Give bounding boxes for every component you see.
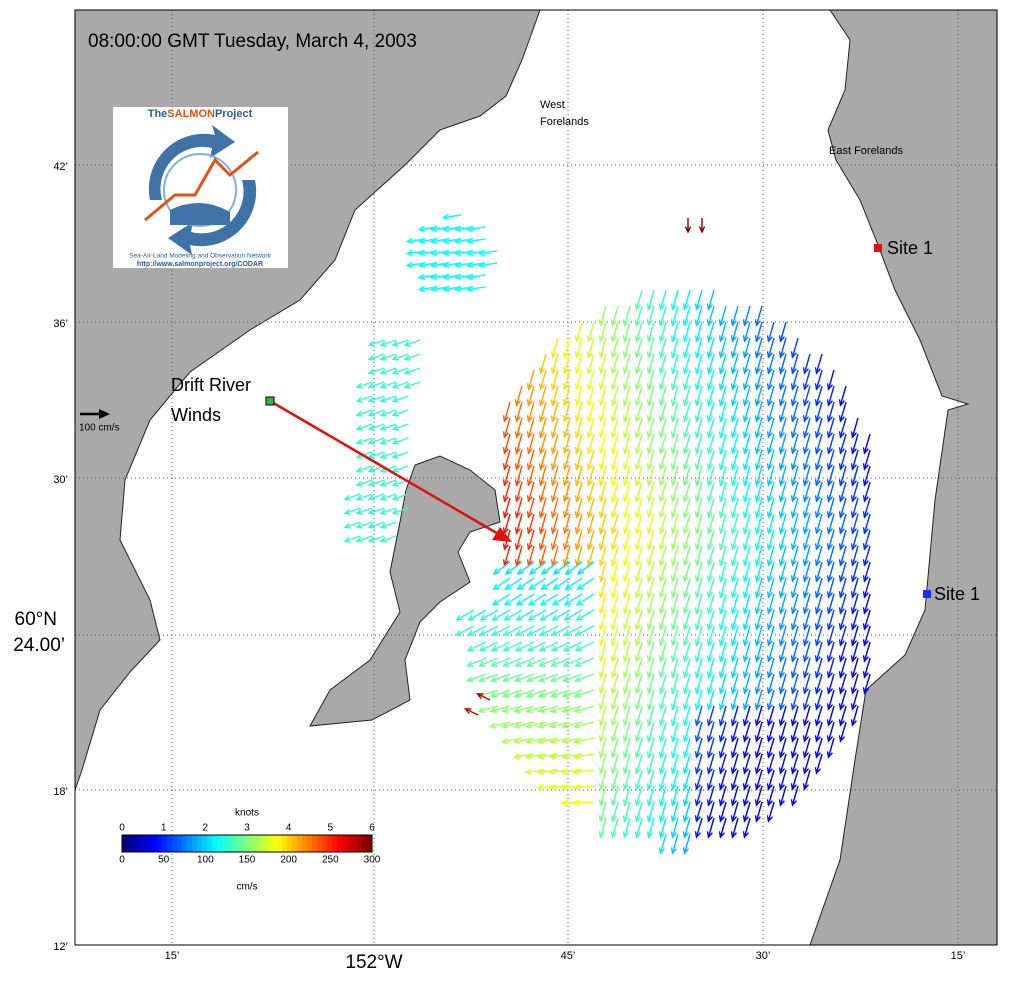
colorbar-step [142,835,148,852]
site-marker [923,590,931,598]
colorbar-knots-label: 1 [161,823,167,834]
wind-label: Drift River [171,375,251,395]
colorbar-step [137,835,143,852]
colorbar-step [352,835,358,852]
lat-label: 18’ [53,786,68,798]
colorbar-step [257,835,263,852]
colorbar-step [222,835,228,852]
colorbar-step [267,835,273,852]
colorbar-step [157,835,163,852]
colorbar-step [252,835,258,852]
place-label: Forelands [540,116,589,128]
colorbar-step [232,835,238,852]
scale-label: 100 cm/s [79,423,120,434]
colorbar-step [212,835,218,852]
colorbar-step [207,835,213,852]
colorbar-step [177,835,183,852]
colorbar-step [322,835,328,852]
logo-url: http://www.salmonproject.org/CODAR [137,261,263,268]
colorbar-step [242,835,248,852]
colorbar-step [282,835,288,852]
lat-label: 36’ [53,318,68,330]
lon-label: 45’ [561,950,576,962]
logo-name: TheSALMONProject [148,108,253,120]
lat-main-label: 24.00’ [13,635,65,656]
colorbar-knots-label: 6 [369,823,375,834]
wind-label: Winds [171,405,221,425]
colorbar-cms-label: 50 [158,855,170,866]
colorbar-step [347,835,353,852]
colorbar-cms-label: 250 [322,855,339,866]
logo-highlight: SALMON [167,108,215,120]
site-label: Site 1 [934,584,980,604]
colorbar-step [312,835,318,852]
colorbar-step [337,835,343,852]
logo-suffix: Project [215,108,253,120]
colorbar-step [162,835,168,852]
colorbar-step [262,835,268,852]
place-label: West [540,99,565,111]
colorbar-knots-label: 2 [203,823,209,834]
colorbar-step [127,835,133,852]
vector-shaft [574,802,594,803]
wind-station [266,397,274,405]
colorbar-step [342,835,348,852]
colorbar-cms-label: 150 [239,855,256,866]
colorbar-step [332,835,338,852]
lon-label: 15’ [951,950,966,962]
colorbar-step [247,835,253,852]
colorbar-step [227,835,233,852]
colorbar-step [202,835,208,852]
lat-label: 12’ [53,941,68,953]
colorbar-step [327,835,333,852]
colorbar-knots-label: 0 [119,823,125,834]
colorbar-step [122,835,128,852]
colorbar-step [362,835,368,852]
colorbar-cms-label: 100 [197,855,214,866]
site-label: Site 1 [887,238,933,258]
logo-tagline: Sea-Air-Land Modeling and Observation Ne… [129,253,271,260]
lat-main-label: 60°N [15,609,57,630]
site-marker [874,244,882,252]
colorbar-step [152,835,158,852]
colorbar-step [172,835,178,852]
colorbar-cms-label: 300 [364,855,381,866]
colorbar-step [187,835,193,852]
colorbar-step [277,835,283,852]
colorbar-title: knots [235,808,259,819]
colorbar-step [287,835,293,852]
lat-label: 42’ [53,161,68,173]
colorbar-step [272,835,278,852]
colorbar-step [237,835,243,852]
colorbar-step [302,835,308,852]
lat-label: 30’ [53,474,68,486]
colorbar-step [182,835,188,852]
place-label: East Forelands [829,145,903,157]
colorbar-step [167,835,173,852]
colorbar-step [192,835,198,852]
colorbar-step [147,835,153,852]
colorbar-step [307,835,313,852]
colorbar-step [317,835,323,852]
colorbar-step [297,835,303,852]
colorbar-unit: cm/s [236,882,257,893]
logo-prefix: The [148,108,168,120]
colorbar-step [357,835,363,852]
lon-label: 152°W [345,952,402,973]
colorbar-step [132,835,138,852]
lon-label: 15’ [165,950,180,962]
colorbar-step [292,835,298,852]
colorbar-knots-label: 3 [244,823,250,834]
lon-label: 30’ [756,950,771,962]
colorbar-cms-label: 200 [280,855,297,866]
colorbar-knots-label: 4 [286,823,292,834]
logo: TheSALMONProject Sea-Air-Land Modeling a… [113,107,288,268]
timestamp: 08:00:00 GMT Tuesday, March 4, 2003 [88,31,417,52]
colorbar-cms-label: 0 [119,855,125,866]
colorbar-step [217,835,223,852]
colorbar-step [197,835,203,852]
colorbar-knots-label: 5 [328,823,334,834]
